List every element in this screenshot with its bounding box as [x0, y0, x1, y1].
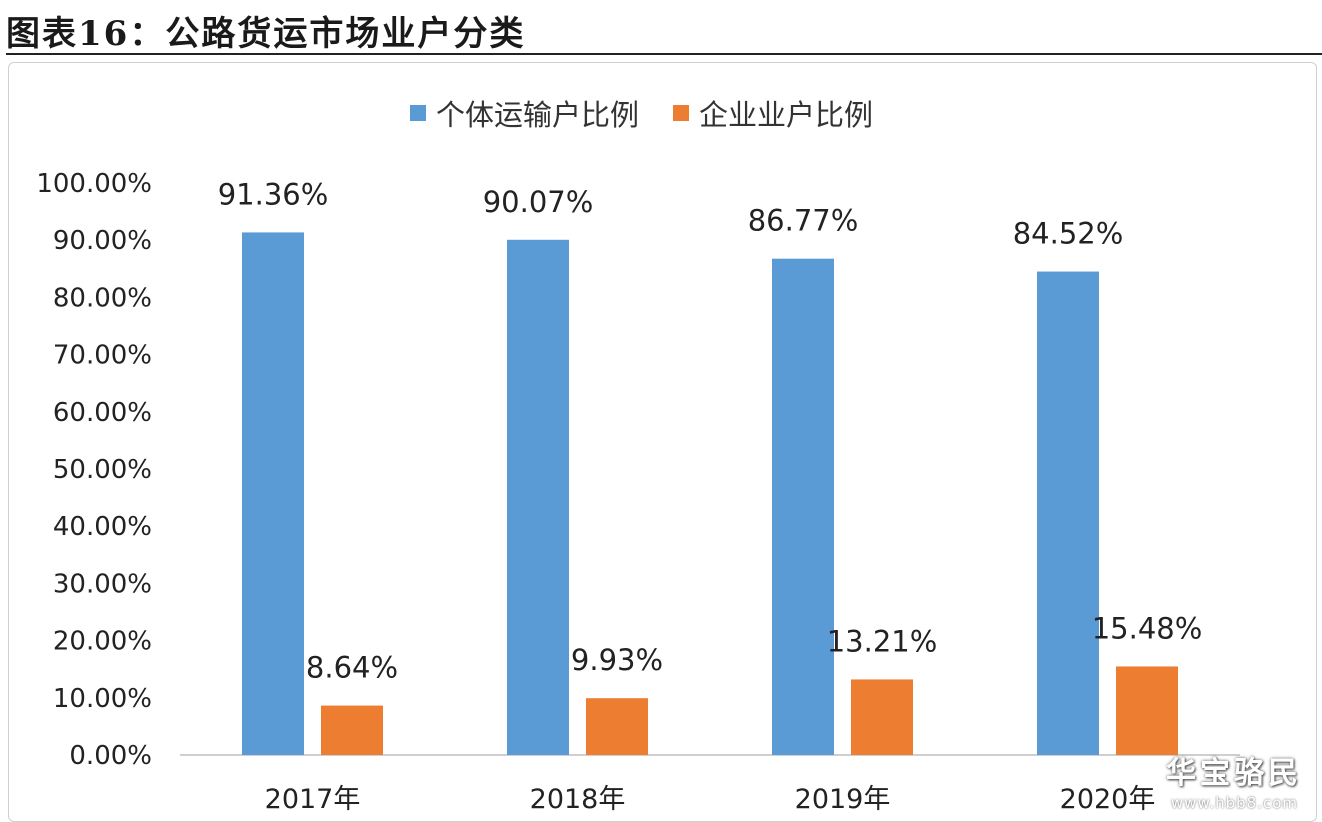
data-label-series-2: 8.64%	[306, 651, 398, 685]
bar-series-1	[507, 239, 569, 755]
y-tick-label: 60.00%	[53, 398, 152, 428]
legend-swatch-series-2	[673, 105, 690, 121]
x-category-label: 2020年	[1060, 784, 1156, 815]
legend-label-series-1: 个体运输户比例	[436, 98, 640, 132]
bar-series-1	[242, 232, 304, 756]
y-tick-label: 50.00%	[53, 455, 152, 485]
chart-legend: 个体运输户比例 企业业户比例	[410, 92, 907, 134]
legend-item-series-2: 企业业户比例	[673, 92, 873, 134]
legend-swatch-series-1	[410, 105, 426, 121]
bar-series-2	[321, 705, 383, 755]
data-label-series-1: 84.52%	[1013, 217, 1124, 251]
y-tick-label: 90.00%	[53, 226, 152, 256]
bar-series-2	[851, 679, 913, 755]
legend-item-series-1: 个体运输户比例	[410, 92, 639, 134]
figure-title: 图表16：公路货运市场业户分类	[6, 14, 526, 54]
x-category-label: 2019年	[795, 784, 891, 815]
bar-series-1	[772, 258, 834, 755]
y-tick-label: 80.00%	[53, 283, 152, 313]
y-tick-label: 100.00%	[36, 169, 152, 199]
y-tick-label: 70.00%	[53, 341, 152, 371]
y-tick-label: 30.00%	[53, 569, 152, 599]
data-label-series-1: 86.77%	[748, 204, 859, 238]
y-tick-label: 40.00%	[53, 512, 152, 542]
watermark-logo: 华宝骆民	[1166, 756, 1302, 791]
data-label-series-1: 91.36%	[218, 177, 329, 211]
y-tick-label: 20.00%	[53, 627, 152, 657]
bar-series-2	[586, 698, 648, 755]
x-category-label: 2018年	[530, 784, 626, 815]
data-label-series-2: 9.93%	[571, 643, 663, 677]
x-category-label: 2017年	[265, 784, 361, 815]
bar-series-2	[1116, 666, 1178, 755]
data-label-series-2: 15.48%	[1092, 611, 1203, 645]
y-tick-label: 10.00%	[53, 684, 152, 714]
data-label-series-2: 13.21%	[827, 624, 938, 658]
data-label-series-1: 90.07%	[483, 185, 594, 219]
title-divider	[6, 53, 1322, 55]
y-tick-label: 0.00%	[69, 741, 152, 771]
watermark-url: www.hbb8.com	[1170, 794, 1298, 812]
bar-series-1	[1037, 271, 1099, 755]
legend-label-series-2: 企业业户比例	[699, 98, 874, 132]
